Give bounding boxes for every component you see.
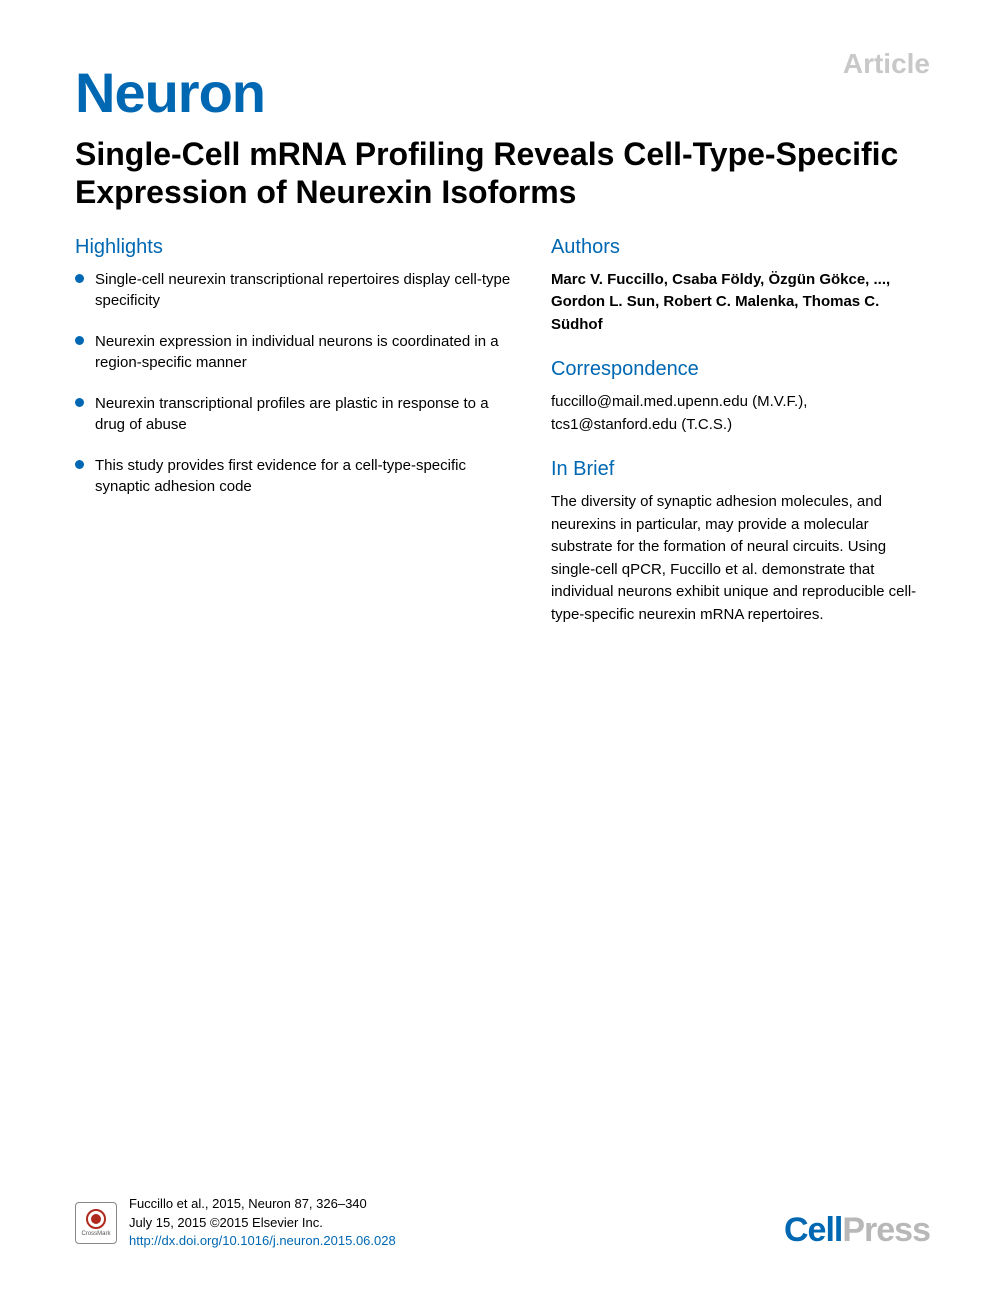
highlight-item: Single-cell neurexin transcriptional rep… [75,269,511,311]
in-brief-heading: In Brief [551,458,930,481]
highlights-heading: Highlights [75,236,511,259]
highlight-item: Neurexin transcriptional profiles are pl… [75,393,511,435]
crossmark-icon [86,1209,106,1229]
publisher-logo-press: Press [842,1211,930,1249]
footer-left: CrossMark Fuccillo et al., 2015, Neuron … [75,1195,396,1250]
highlight-item: Neurexin expression in individual neuron… [75,331,511,373]
journal-logo: Neuron [75,60,930,125]
highlights-list: Single-cell neurexin transcriptional rep… [75,269,511,497]
article-type-label: Article [843,48,930,80]
crossmark-badge[interactable]: CrossMark [75,1202,117,1244]
article-title: Single-Cell mRNA Profiling Reveals Cell-… [75,135,930,212]
right-column: Authors Marc V. Fuccillo, Csaba Földy, Ö… [551,236,930,627]
publisher-logo-cell: Cell [784,1211,842,1249]
publisher-logo: CellPress [784,1211,930,1250]
left-column: Highlights Single-cell neurexin transcri… [75,236,511,627]
page-footer: CrossMark Fuccillo et al., 2015, Neuron … [75,1195,930,1250]
citation-line: Fuccillo et al., 2015, Neuron 87, 326–34… [129,1195,396,1213]
correspondence-emails: fuccillo@mail.med.upenn.edu (M.V.F.), tc… [551,391,930,436]
doi-link[interactable]: http://dx.doi.org/10.1016/j.neuron.2015.… [129,1232,396,1250]
correspondence-heading: Correspondence [551,358,930,381]
content-columns: Highlights Single-cell neurexin transcri… [75,236,930,627]
highlight-item: This study provides first evidence for a… [75,455,511,497]
citation-line: July 15, 2015 ©2015 Elsevier Inc. [129,1214,396,1232]
in-brief-text: The diversity of synaptic adhesion molec… [551,491,930,626]
crossmark-label: CrossMark [81,1231,110,1237]
authors-list: Marc V. Fuccillo, Csaba Földy, Özgün Gök… [551,269,930,337]
citation-block: Fuccillo et al., 2015, Neuron 87, 326–34… [129,1195,396,1250]
authors-heading: Authors [551,236,930,259]
